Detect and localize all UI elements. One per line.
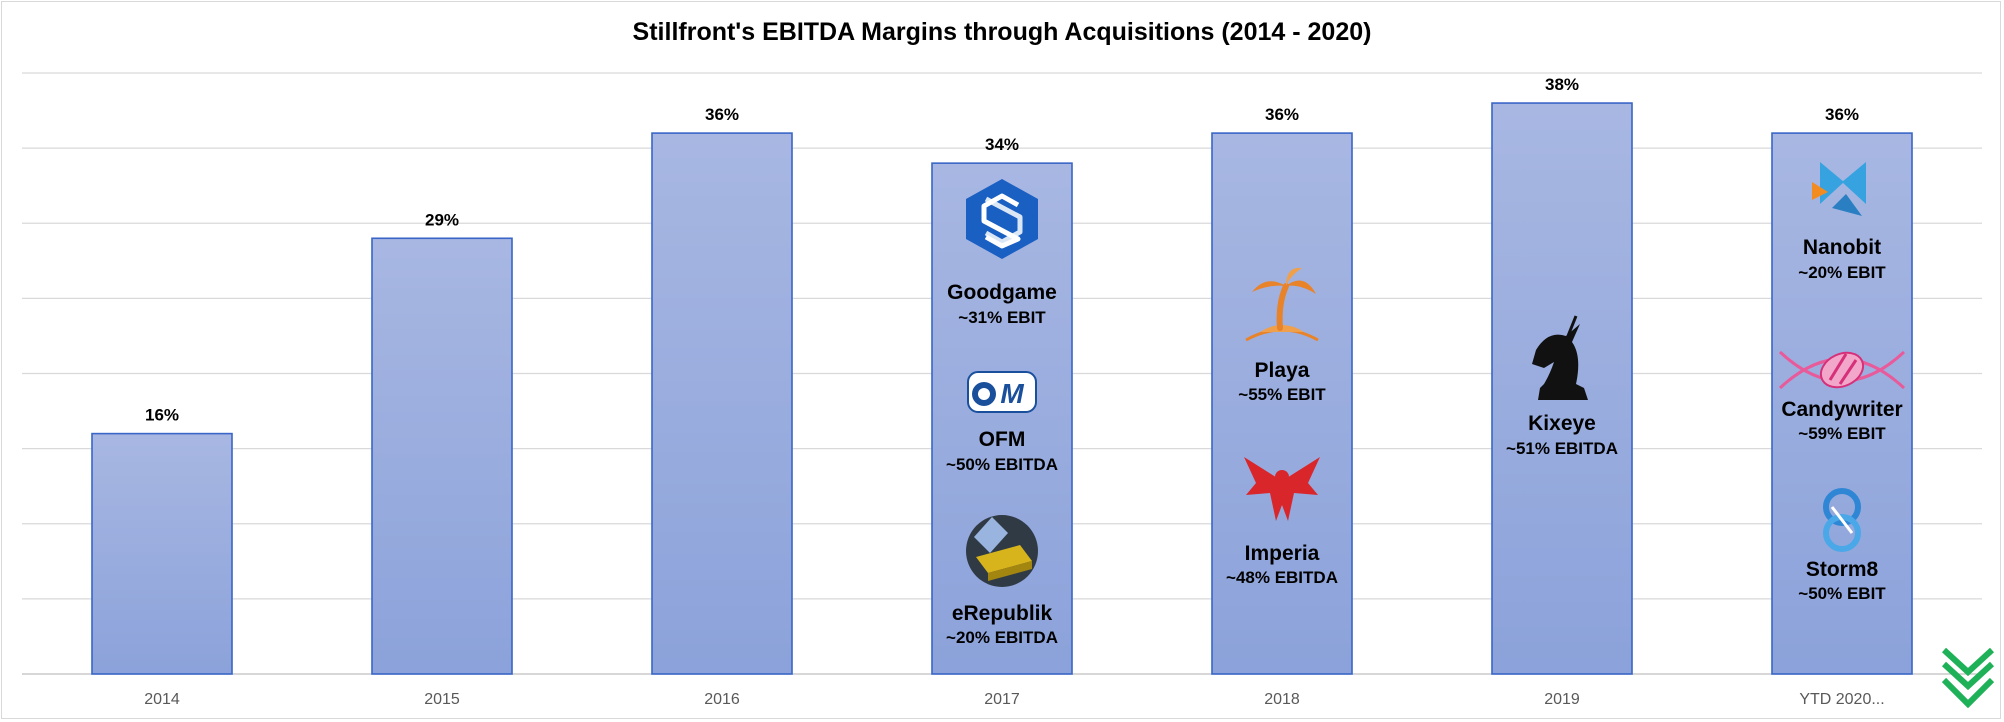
company-name: Goodgame bbox=[947, 281, 1057, 304]
x-tick-2014: 2014 bbox=[144, 691, 180, 708]
bar-2018 bbox=[1211, 132, 1353, 675]
company-name: Kixeye bbox=[1528, 412, 1596, 435]
acquisition-playa: Playa ~55% EBIT bbox=[1238, 267, 1326, 404]
storm8-logo-icon bbox=[1823, 488, 1861, 552]
company-name: Nanobit bbox=[1803, 236, 1881, 259]
brand-logo bbox=[1941, 647, 1995, 709]
chevron-check-logo-icon bbox=[1941, 647, 1995, 709]
x-tick-2019: 2019 bbox=[1544, 691, 1580, 708]
x-tick-2016: 2016 bbox=[704, 691, 740, 708]
company-name: Playa bbox=[1255, 359, 1310, 382]
chart-title: Stillfront's EBITDA Margins through Acqu… bbox=[632, 18, 1372, 46]
acquisition-kixeye: Kixeye ~51% EBITDA bbox=[1506, 315, 1618, 458]
bar-2016 bbox=[651, 132, 793, 675]
company-stat: ~50% EBIT bbox=[1798, 584, 1886, 603]
company-stat: ~31% EBIT bbox=[958, 308, 1046, 327]
value-label-2019: 38% bbox=[1545, 75, 1579, 94]
value-label-2018: 36% bbox=[1265, 105, 1299, 124]
value-label-YTD 2020...: 36% bbox=[1825, 105, 1859, 124]
ofm-logo-icon: M bbox=[967, 371, 1037, 413]
company-stat: ~48% EBITDA bbox=[1226, 568, 1338, 587]
x-tick-2018: 2018 bbox=[1264, 691, 1300, 708]
x-tick-YTD 2020...: YTD 2020... bbox=[1799, 691, 1884, 708]
x-tick-labels: 2014 2015 2016 2017 2018 2019 YTD 2020... bbox=[144, 691, 1884, 708]
company-name: Imperia bbox=[1245, 542, 1320, 565]
acquisition-annotations: Goodgame ~31% EBIT M OFM ~50% EBITDA eRepubli… bbox=[946, 162, 1906, 647]
candy-helix-icon bbox=[1778, 350, 1906, 390]
value-label-2014: 16% bbox=[145, 406, 179, 425]
acquisition-candywriter: Candywriter ~59% EBIT bbox=[1778, 350, 1906, 443]
value-labels: 16% 29% 36% 34% 36% 38% 36% bbox=[145, 75, 1859, 425]
bar-2014 bbox=[91, 432, 233, 675]
goodgame-logo-icon bbox=[966, 179, 1038, 259]
value-label-2015: 29% bbox=[425, 210, 459, 229]
acquisition-ofm: M OFM ~50% EBITDA bbox=[946, 371, 1058, 474]
acquisition-goodgame: Goodgame ~31% EBIT bbox=[947, 179, 1057, 327]
company-stat: ~50% EBITDA bbox=[946, 455, 1058, 474]
bar-YTD 2020... bbox=[1771, 132, 1913, 675]
palm-island-icon bbox=[1245, 267, 1319, 342]
acquisition-storm8: Storm8 ~50% EBIT bbox=[1798, 488, 1886, 603]
company-stat: ~59% EBIT bbox=[1798, 424, 1886, 443]
company-stat: ~51% EBITDA bbox=[1506, 439, 1618, 458]
bar-2015 bbox=[371, 237, 513, 675]
company-name: Candywriter bbox=[1781, 398, 1902, 421]
svg-text:M: M bbox=[1000, 378, 1024, 409]
company-name: OFM bbox=[979, 428, 1026, 451]
company-name: Storm8 bbox=[1806, 558, 1879, 581]
company-stat: ~55% EBIT bbox=[1238, 385, 1326, 404]
x-tick-2015: 2015 bbox=[424, 691, 460, 708]
company-stat: ~20% EBITDA bbox=[946, 628, 1058, 647]
eagle-icon bbox=[1244, 457, 1320, 521]
acquisition-nanobit: Nanobit ~20% EBIT bbox=[1798, 162, 1886, 282]
company-stat: ~20% EBIT bbox=[1798, 263, 1886, 282]
acquisition-erepublik: eRepublik ~20% EBITDA bbox=[946, 515, 1058, 647]
value-label-2017: 34% bbox=[985, 135, 1019, 154]
unicorn-knight-icon bbox=[1532, 315, 1588, 400]
value-label-2016: 36% bbox=[705, 105, 739, 124]
x-tick-2017: 2017 bbox=[984, 691, 1020, 708]
company-name: eRepublik bbox=[952, 602, 1053, 625]
erepublik-logo-icon bbox=[966, 515, 1038, 587]
nanobit-logo-icon bbox=[1812, 162, 1866, 216]
acquisition-imperia: Imperia ~48% EBITDA bbox=[1226, 457, 1338, 587]
